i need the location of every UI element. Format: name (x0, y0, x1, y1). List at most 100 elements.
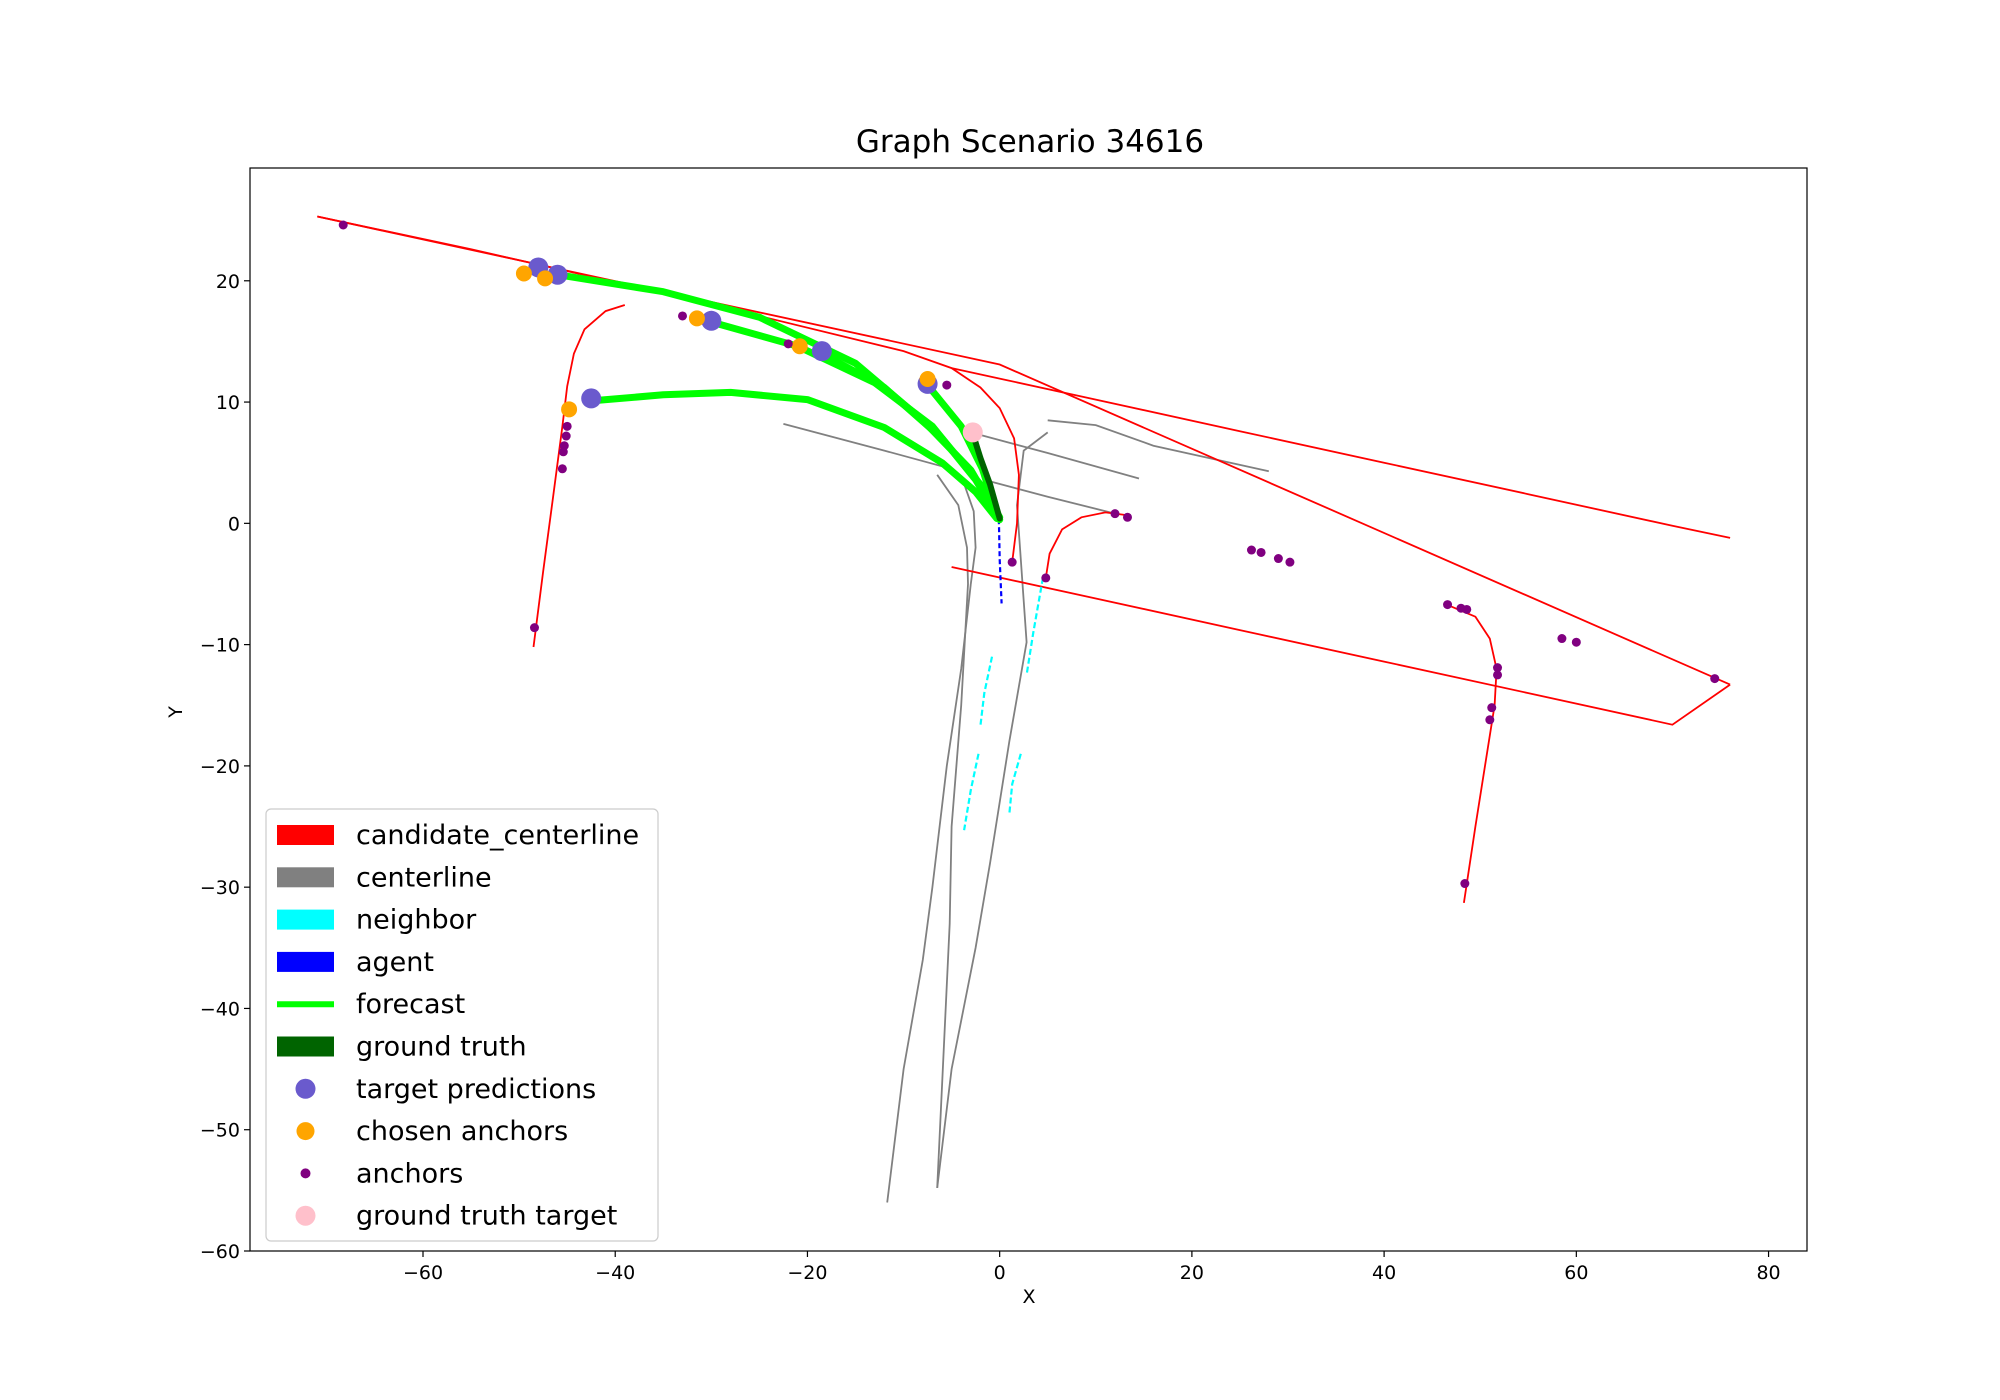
candidate-centerline (532, 304, 626, 648)
agent-trajectory (997, 511, 1003, 604)
anchor-point (1710, 674, 1720, 684)
legend-label: neighbor (356, 905, 477, 936)
x-axis-label: X (1022, 1286, 1035, 1308)
legend-label: anchors (356, 1158, 463, 1189)
neighbor-trajectory (1008, 753, 1022, 815)
x-tick-label: −40 (595, 1262, 635, 1284)
legend-label: ground truth target (356, 1201, 617, 1232)
chosen-anchor-point (688, 310, 705, 327)
legend-swatch (277, 1036, 334, 1057)
anchor-point (1110, 509, 1120, 519)
legend-label: ground truth (356, 1032, 527, 1063)
chosen-anchor-point (561, 401, 578, 418)
legend-label: chosen anchors (356, 1116, 568, 1147)
candidate-centerline (317, 215, 1020, 563)
anchor-point (783, 339, 793, 349)
chosen-anchor-point (537, 270, 554, 287)
anchor-point (1273, 554, 1283, 564)
legend-swatch (277, 825, 334, 845)
candidate-centerline (1446, 603, 1498, 904)
ground-truth-line (969, 430, 1003, 522)
legend-label: target predictions (356, 1074, 596, 1105)
chart-title: Graph Scenario 34616 (856, 124, 1204, 160)
anchor-point (557, 464, 567, 474)
anchor-point (1443, 600, 1453, 610)
legend-swatch (295, 1078, 316, 1099)
target-prediction-point (581, 388, 602, 409)
x-tick-label: 80 (1756, 1262, 1780, 1284)
legend-label: centerline (356, 862, 492, 893)
candidate-centerline (951, 367, 1731, 539)
chosen-anchor-point (791, 338, 808, 355)
centerline (936, 474, 969, 1188)
x-tick-label: −60 (403, 1262, 443, 1284)
legend-label: agent (356, 947, 434, 978)
x-tick-label: 20 (1180, 1262, 1204, 1284)
anchor-point (1246, 545, 1256, 555)
anchor-point (1557, 634, 1567, 644)
x-tick-label: −20 (787, 1262, 827, 1284)
y-tick-label: 0 (228, 513, 240, 535)
y-tick-label: −40 (200, 998, 240, 1020)
chosen-anchor-point (515, 265, 532, 282)
legend-label: forecast (356, 989, 465, 1020)
anchor-point (1487, 703, 1497, 713)
y-tick-label: −20 (200, 756, 240, 778)
anchor-point (338, 220, 348, 230)
legend: candidate_centerline centerline neighbor ag… (265, 808, 659, 1242)
legend-swatch (277, 951, 334, 972)
anchor-point (529, 623, 539, 633)
legend-swatch (277, 909, 334, 930)
y-tick-label: −60 (200, 1241, 240, 1263)
anchor-point (1493, 670, 1503, 680)
anchor-point (1285, 557, 1295, 567)
anchor-point (1256, 547, 1266, 557)
y-axis: −60 −50 −40 −30 −20 −10 0 10 20 (200, 271, 250, 1263)
legend-swatch (277, 867, 334, 888)
y-tick-label: 10 (216, 392, 240, 414)
anchor-point (1493, 663, 1503, 673)
anchor-point (1041, 573, 1051, 583)
anchor-point (678, 311, 687, 321)
legend-swatch (300, 1168, 311, 1179)
target-prediction-point (701, 310, 722, 331)
anchor-point (1485, 715, 1495, 725)
y-tick-label: −10 (200, 635, 240, 657)
forecast-line (813, 347, 1004, 521)
plot-area (317, 215, 1731, 1203)
centerline (970, 431, 1140, 480)
y-axis-label: Y (165, 706, 187, 719)
legend-box (265, 808, 659, 1242)
y-tick-label: −30 (200, 877, 240, 899)
chosen-anchor-point (919, 371, 936, 388)
anchor-point (1460, 879, 1470, 889)
anchor-point (1007, 557, 1017, 567)
ground-truth-target-point (962, 422, 983, 443)
y-tick-label: −50 (200, 1120, 240, 1142)
y-tick-label: 20 (216, 271, 240, 293)
centerline (886, 583, 972, 1203)
centerline (936, 431, 1049, 1189)
anchor-point (561, 431, 571, 441)
x-axis: −60 −40 −20 0 20 40 60 80 (403, 1251, 1781, 1284)
neighbor-trajectory (963, 753, 980, 831)
candidate-centerline (951, 566, 1731, 726)
centerline (987, 480, 1116, 515)
neighbor-trajectory (1025, 577, 1044, 676)
anchor-point (942, 380, 952, 390)
anchor-point (1462, 604, 1472, 614)
x-tick-label: 0 (994, 1262, 1006, 1284)
anchor-point (562, 421, 572, 431)
plot-frame (249, 167, 1808, 1252)
anchor-point (558, 447, 568, 457)
legend-swatch (296, 1122, 315, 1141)
target-prediction-point (811, 341, 832, 362)
neighbor-trajectory (979, 656, 994, 727)
candidate-centerline (1044, 511, 1125, 579)
legend-label: candidate_centerline (356, 820, 639, 851)
centerline (1047, 419, 1269, 473)
legend-swatch (295, 1205, 316, 1226)
anchor-point (1571, 637, 1581, 647)
x-tick-label: 40 (1372, 1262, 1396, 1284)
